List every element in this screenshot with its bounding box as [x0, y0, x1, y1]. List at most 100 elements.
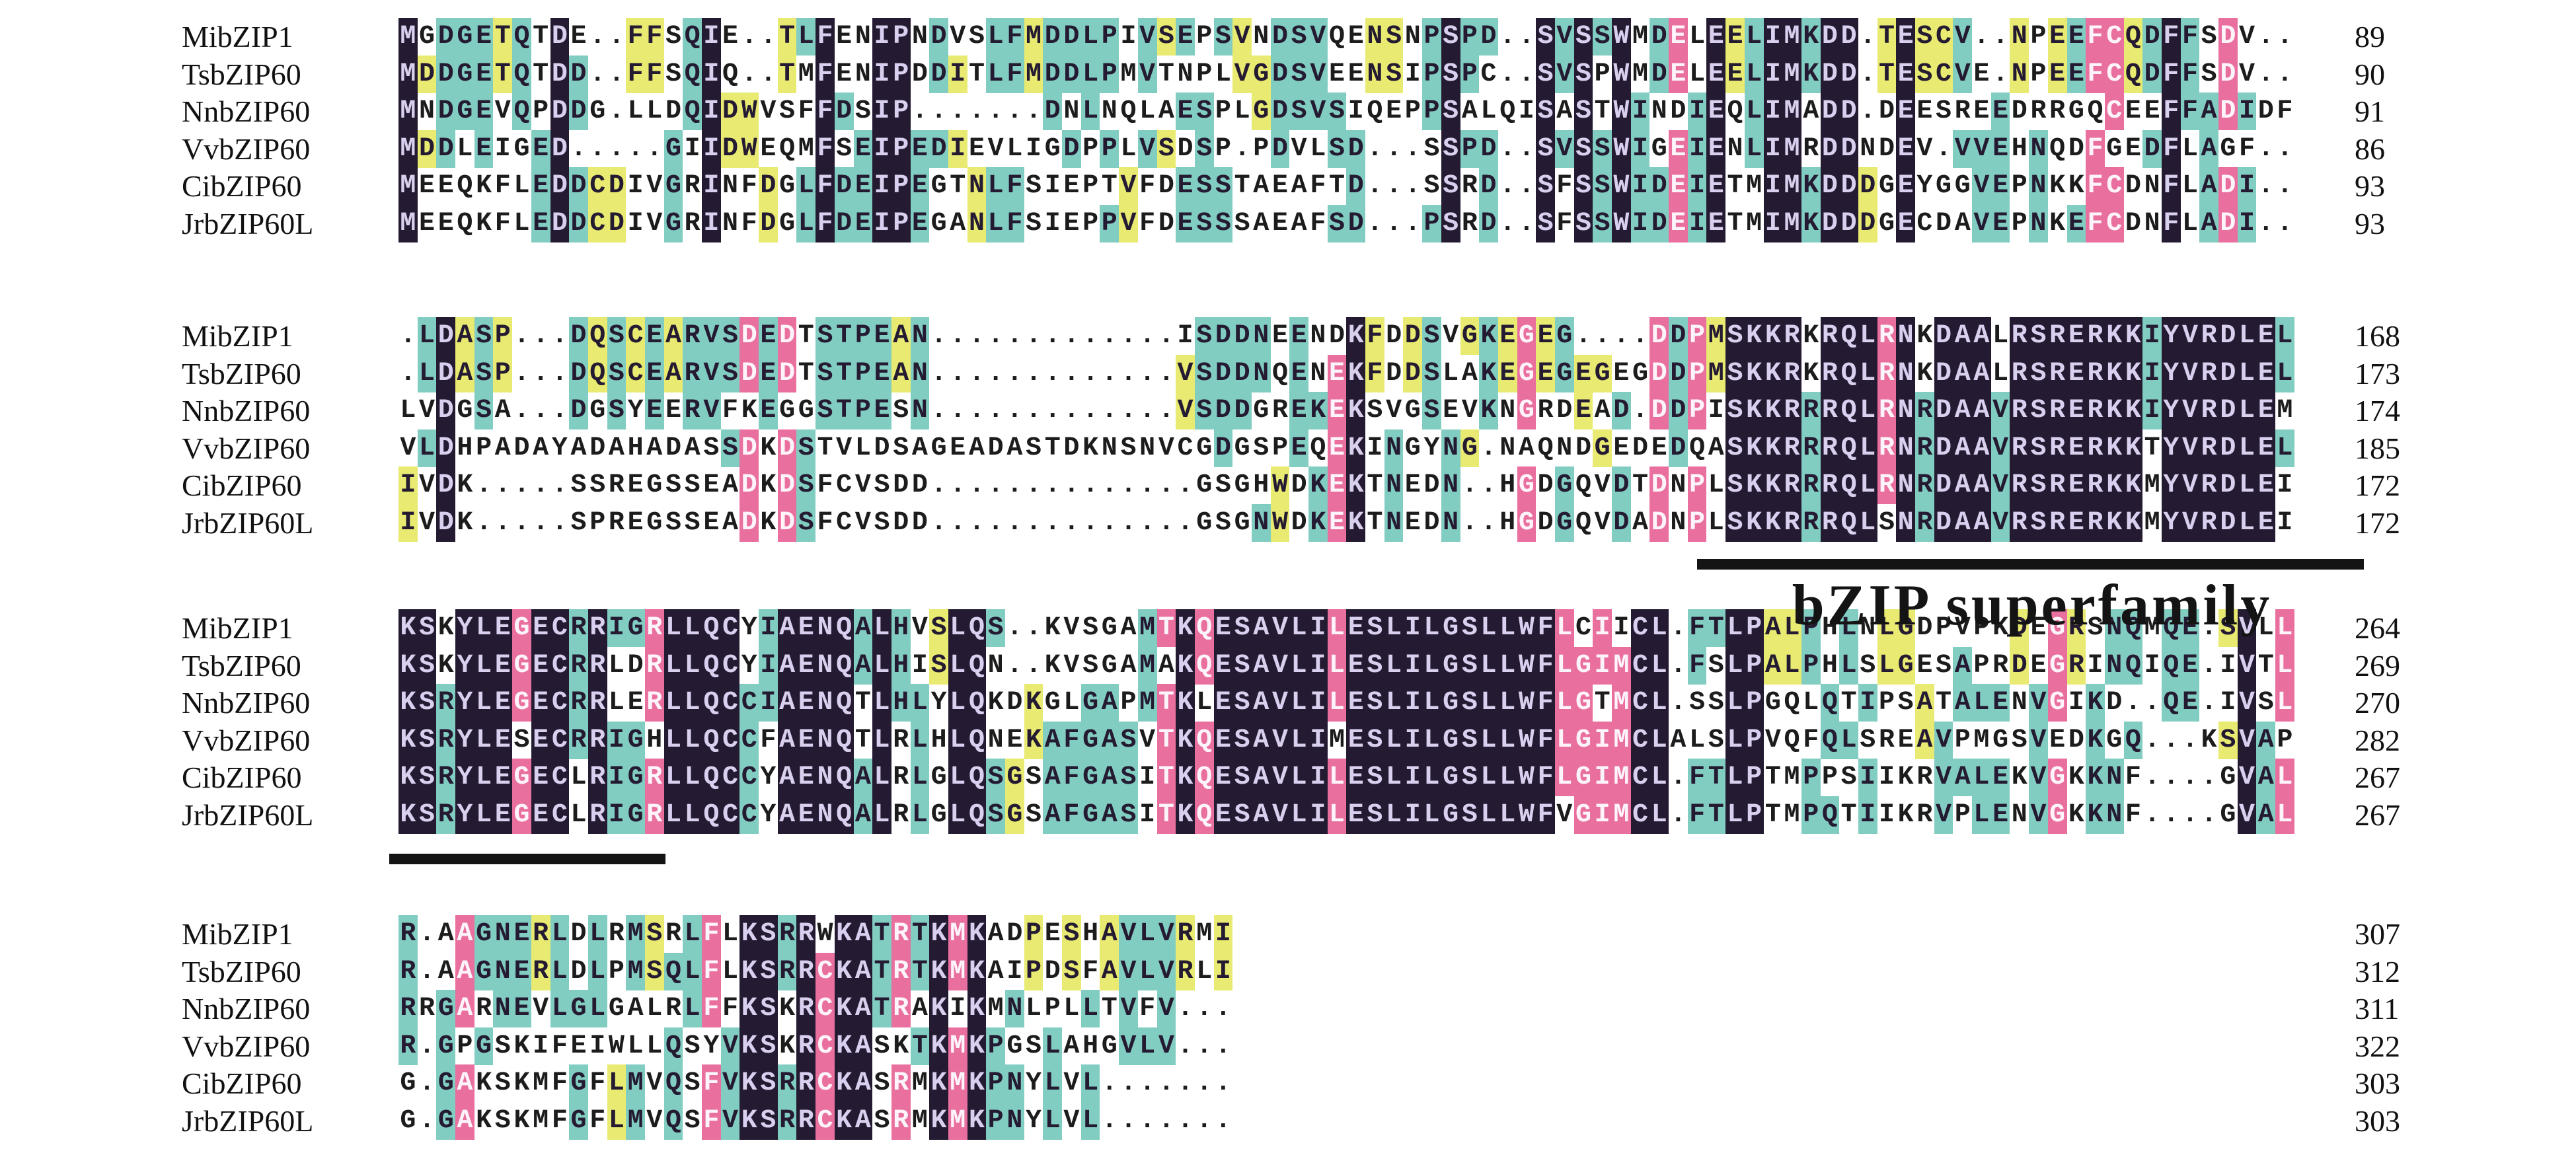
residue-cell: G: [646, 507, 663, 538]
residue-cell: A: [1972, 429, 1991, 467]
residue-cell: L: [2181, 171, 2198, 201]
residue-cell: A: [1953, 317, 1973, 355]
residue-cell: .: [2125, 688, 2141, 718]
residue-cell: P: [853, 317, 873, 355]
residue-cell: Q: [1499, 96, 1516, 126]
residue-cell: G: [1517, 317, 1536, 355]
residue-cell: E: [2180, 609, 2200, 647]
sequence-label: NnbZIP60: [182, 394, 311, 428]
residue-cell: D: [1063, 433, 1080, 463]
residue-cell: E: [2066, 392, 2086, 429]
residue-cell: R: [644, 796, 664, 834]
residue-cell: G: [1878, 171, 1895, 201]
residue-cell: I: [759, 609, 778, 647]
residue-cell: V: [987, 133, 1004, 164]
residue-cell: I: [1593, 759, 1612, 796]
residue-cell: R: [1992, 650, 2009, 681]
residue-cell: N: [1441, 503, 1460, 542]
residue-cell: .: [1992, 22, 2009, 52]
residue-cell: D: [911, 470, 928, 500]
residue-cell: P: [1082, 133, 1099, 164]
residue-cell: R: [2010, 317, 2029, 355]
residue-cell: D: [1346, 130, 1366, 168]
residue-cell: S: [1026, 433, 1042, 463]
residue-cell: D: [1839, 93, 1858, 130]
residue-cell: E: [570, 1031, 587, 1061]
residue-cell: K: [2104, 317, 2124, 355]
residue-cell: F: [1536, 684, 1555, 722]
residue-cell: S: [1573, 130, 1593, 168]
end-position: 307: [2355, 917, 2400, 951]
residue-cell: S: [1460, 759, 1480, 796]
residue-cell: N: [2104, 759, 2124, 796]
residue-cell: V: [400, 433, 416, 463]
residue-cell: I: [1687, 204, 1707, 242]
residue-cell: S: [759, 1027, 778, 1065]
residue-cell: E: [1346, 646, 1366, 685]
residue-cell: D: [1612, 503, 1631, 542]
residue-cell: Q: [2123, 646, 2143, 685]
residue-cell: S: [1536, 18, 1555, 56]
residue-cell: K: [1479, 392, 1498, 429]
residue-cell: P: [1801, 646, 1821, 685]
residue-cell: K: [967, 952, 987, 990]
residue-cell: Q: [1820, 684, 1840, 722]
residue-cell: P: [1215, 96, 1231, 126]
residue-cell: E: [1706, 167, 1726, 205]
residue-cell: L: [474, 759, 494, 796]
residue-cell: L: [1080, 1064, 1100, 1102]
residue-cell: .: [419, 956, 436, 987]
residue-cell: S: [1327, 93, 1347, 130]
residue-cell: F: [1687, 759, 1707, 796]
residue-cell: S: [1232, 609, 1252, 647]
residue-cell: A: [646, 433, 663, 463]
residue-cell: P: [1801, 759, 1821, 796]
residue-cell: A: [853, 609, 873, 647]
residue-cell: E: [796, 796, 816, 834]
residue-cell: .: [608, 133, 625, 164]
residue-cell: K: [1346, 429, 1366, 467]
residue-cell: T: [533, 22, 549, 52]
residue-cell: S: [1860, 650, 1876, 681]
residue-cell: E: [1271, 208, 1288, 239]
residue-cell: F: [702, 990, 721, 1027]
residue-cell: D: [1232, 354, 1252, 392]
residue-cell: Q: [1194, 646, 1214, 685]
residue-cell: .: [589, 22, 606, 52]
residue-cell: P: [2011, 208, 2027, 239]
residue-cell: E: [1669, 18, 1688, 56]
residue-cell: G: [1936, 171, 1952, 201]
residue-cell: M: [1746, 208, 1762, 239]
residue-cell: D: [1213, 317, 1233, 355]
residue-cell: Q: [1537, 433, 1554, 463]
residue-cell: E: [1327, 429, 1347, 467]
residue-cell: Q: [683, 93, 702, 130]
residue-cell: .: [1063, 396, 1080, 426]
residue-cell: V: [1934, 796, 1953, 834]
residue-cell: D: [1934, 503, 1953, 542]
residue-cell: S: [1725, 429, 1745, 467]
residue-cell: L: [474, 796, 494, 834]
end-position: 322: [2355, 1029, 2400, 1063]
residue-cell: L: [1858, 429, 1877, 467]
residue-cell: D: [1043, 18, 1063, 56]
residue-cell: R: [893, 763, 909, 792]
residue-cell: A: [2256, 759, 2276, 796]
residue-cell: D: [1270, 93, 1290, 130]
residue-cell: N: [967, 167, 987, 205]
residue-cell: P: [1744, 646, 1764, 685]
residue-cell: G: [1080, 684, 1100, 722]
residue-cell: D: [1669, 392, 1688, 429]
residue-cell: I: [1026, 133, 1042, 164]
residue-cell: N: [1251, 503, 1271, 542]
residue-cell: P: [1744, 684, 1764, 722]
residue-cell: D: [550, 18, 570, 56]
residue-cell: V: [720, 1027, 740, 1065]
residue-cell: V: [1934, 721, 1953, 759]
residue-cell: K: [967, 1101, 987, 1140]
end-position: 303: [2355, 1066, 2400, 1100]
residue-cell: C: [550, 609, 570, 647]
residue-cell: M: [398, 93, 418, 130]
residue-cell: G: [2047, 646, 2067, 685]
